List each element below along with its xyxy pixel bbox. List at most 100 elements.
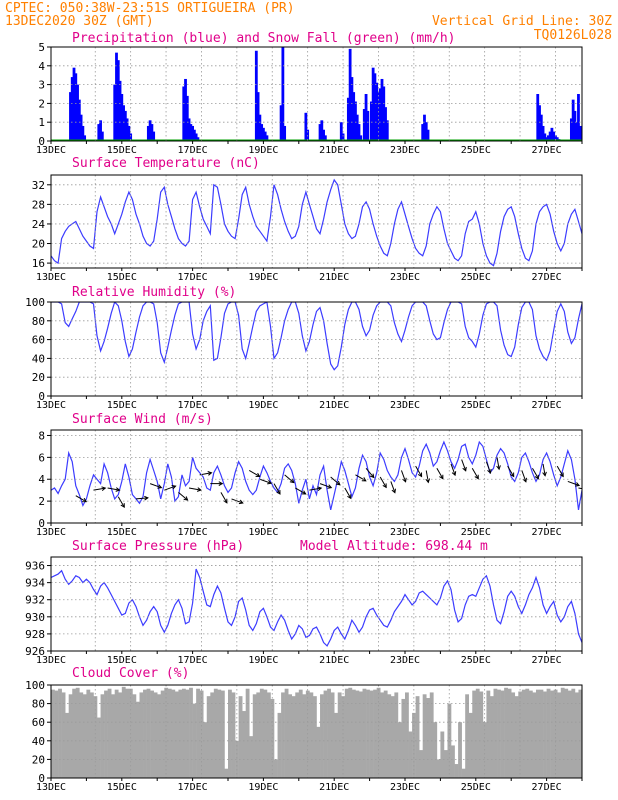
header-date: 13DEC2020 30Z (GMT) — [5, 14, 154, 29]
wind-vector — [400, 470, 407, 482]
wind-vector-head — [487, 469, 492, 474]
cloud-bar — [369, 690, 374, 778]
wind-vector — [259, 478, 272, 484]
wind-vector-head — [451, 471, 457, 477]
panel-frame — [50, 46, 583, 142]
precip-bar — [546, 135, 550, 141]
wind-vector-head — [196, 487, 202, 492]
precip-bar — [122, 105, 125, 141]
precip-bar — [77, 99, 81, 141]
y-tick-label: 20 — [32, 371, 45, 384]
wind-vector-head — [361, 477, 367, 482]
wind-vector-head — [101, 486, 107, 491]
wind-vector-head — [207, 471, 213, 476]
x-tick-label: 19DEC — [248, 655, 278, 666]
wind-vector-head — [347, 494, 352, 500]
cloud-bar — [150, 690, 154, 778]
cloud-bar — [426, 698, 431, 778]
cloud-bar — [543, 691, 547, 778]
cloud-bar — [465, 694, 470, 778]
y-tick-label: 2 — [38, 97, 45, 110]
x-tick-label: 17DEC — [178, 527, 208, 538]
x-tick-label: 15DEC — [107, 782, 137, 793]
y-tick-label: 32 — [32, 179, 45, 192]
cloud-bar — [366, 689, 370, 778]
wind-vector-head — [474, 474, 479, 480]
precip-bar — [76, 84, 79, 141]
wind-vector-head — [255, 472, 261, 478]
cloud-bar — [461, 768, 466, 778]
x-tick-label: 25DEC — [461, 782, 491, 793]
y-tick-label: 40 — [32, 352, 45, 365]
y-tick-label: 0 — [38, 517, 45, 530]
wind-vector — [309, 487, 322, 491]
cloud-bar — [323, 690, 328, 778]
precip-bar — [97, 124, 101, 141]
cloud-bar — [348, 687, 353, 778]
cloud-bar — [114, 689, 119, 778]
x-tick-label: 17DEC — [178, 400, 208, 411]
cloud-bar — [288, 694, 293, 778]
cloud-bar — [504, 687, 508, 778]
x-tick-label: 25DEC — [461, 272, 491, 283]
precip-bar — [189, 124, 193, 141]
precip-bar — [543, 133, 547, 141]
wind-vector — [178, 491, 188, 501]
cloud-bar — [157, 694, 162, 778]
cloud-bar — [419, 750, 423, 778]
x-tick-label: 15DEC — [107, 400, 137, 411]
wind-vector-head — [82, 497, 88, 503]
precip-bar — [116, 60, 120, 141]
cloud-bar — [351, 689, 356, 778]
precip-bar — [283, 125, 287, 141]
x-tick-label: 13DEC — [36, 400, 66, 411]
x-tick-label: 21DEC — [319, 400, 349, 411]
precip-bar — [578, 125, 582, 141]
cloud-bar — [89, 692, 94, 778]
cloud-bar — [160, 690, 165, 778]
x-tick-label: 23DEC — [390, 145, 420, 156]
x-tick-label: 25DEC — [461, 655, 491, 666]
cloud-bar — [189, 687, 193, 778]
cloud-bar — [546, 688, 551, 778]
cloud-bar — [302, 694, 307, 778]
wind-vector-head — [534, 474, 539, 480]
precip-bar — [375, 82, 379, 141]
precip-bar — [263, 131, 267, 141]
cloud-bar — [415, 696, 420, 778]
cloud-bar — [373, 689, 377, 778]
wind-vector — [117, 496, 125, 508]
y-tick-label: 0 — [38, 135, 45, 148]
wind-vector — [496, 457, 500, 470]
precip-bar — [304, 112, 308, 141]
y-tick-label: 0 — [38, 390, 45, 403]
cloud-bar — [567, 690, 572, 778]
wind-vector — [75, 495, 87, 503]
precip-bar — [382, 86, 386, 141]
wind-vector — [471, 468, 479, 479]
x-tick-label: 17DEC — [178, 782, 208, 793]
cloud-bar — [514, 696, 519, 778]
cloud-bar — [263, 689, 268, 778]
cloud-bar — [51, 689, 55, 778]
wind-vector — [355, 474, 367, 482]
cloud-bar — [443, 750, 448, 778]
cloud-bar — [86, 689, 91, 778]
series-line — [51, 440, 582, 511]
y-tick-label: 936 — [25, 560, 45, 573]
cloud-bar — [118, 692, 123, 778]
precip-bar — [320, 120, 324, 141]
cloud-bar — [376, 687, 381, 778]
panel-grid — [51, 301, 582, 396]
cloud-bar — [185, 689, 190, 778]
precip-bar — [577, 94, 580, 141]
cloud-bar — [486, 690, 491, 778]
cloud-bar — [153, 692, 158, 778]
wind-vector-head — [587, 488, 591, 492]
x-tick-label: 15DEC — [107, 272, 137, 283]
cloud-bar — [174, 691, 179, 778]
panel-frame — [50, 556, 583, 652]
precip-bar — [74, 73, 78, 141]
x-tick-label: 13DEC — [36, 655, 66, 666]
wind-vector-head — [462, 466, 467, 472]
